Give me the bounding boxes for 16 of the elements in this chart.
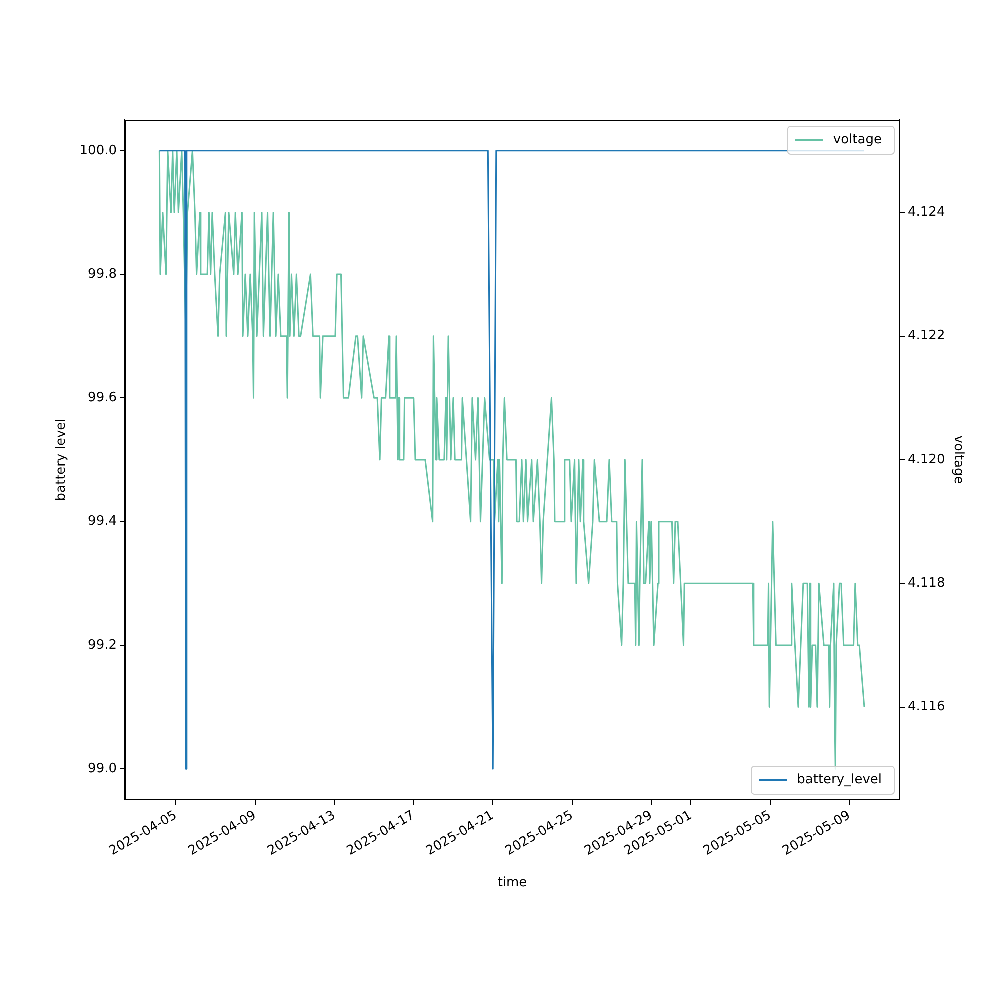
y2-axis-title: voltage <box>950 436 966 484</box>
y2-tick-label: 4.118 <box>908 576 946 592</box>
y2-tick-label: 4.120 <box>908 452 946 468</box>
y2-tick-label: 4.124 <box>908 205 946 220</box>
legend-label: battery_level <box>797 772 882 788</box>
y-tick-label: 99.8 <box>88 266 117 282</box>
y-tick-label: 100.0 <box>80 143 117 158</box>
y-axis-title: battery level <box>54 418 70 502</box>
y-tick-label: 99.4 <box>88 514 117 530</box>
y2-tick-label: 4.122 <box>908 328 946 344</box>
y-tick-label: 99.2 <box>88 638 117 653</box>
y2-tick-label: 4.116 <box>908 700 946 715</box>
y-tick-label: 99.6 <box>88 390 117 406</box>
x-axis-title: time <box>498 876 528 891</box>
y-tick-label: 99.0 <box>88 761 117 776</box>
legend-label: voltage <box>833 132 882 148</box>
